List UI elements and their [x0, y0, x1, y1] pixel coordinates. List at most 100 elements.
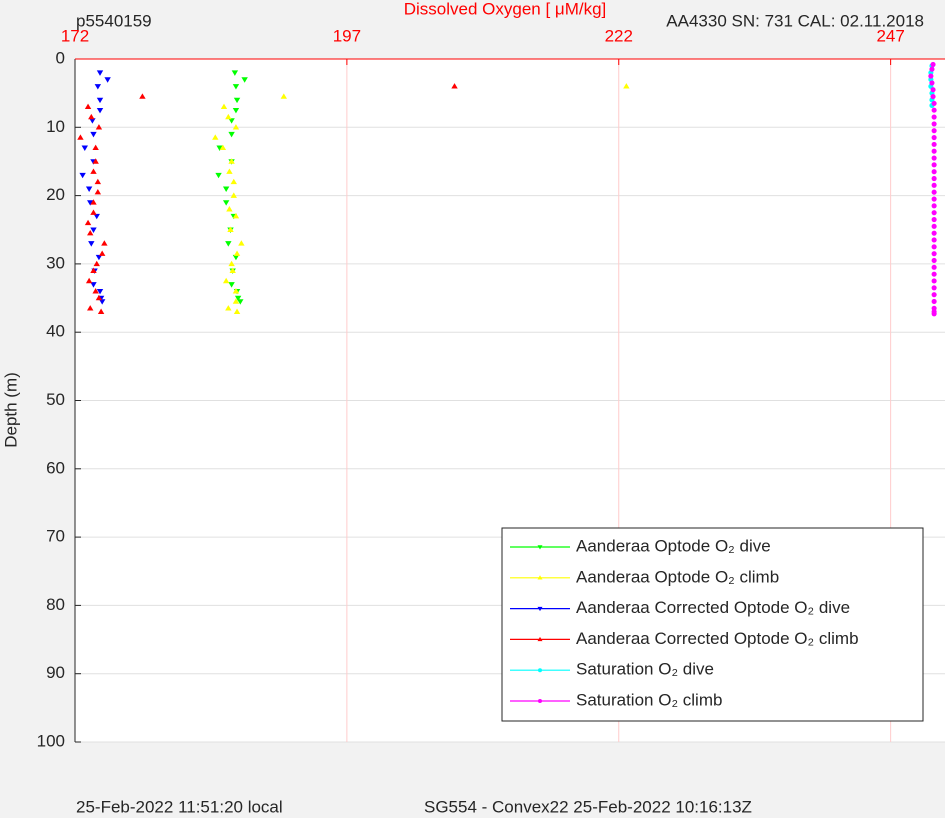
point	[232, 254, 240, 261]
point	[98, 299, 106, 305]
point	[931, 100, 937, 106]
point	[931, 162, 937, 168]
point	[232, 288, 240, 294]
point	[90, 227, 97, 233]
point	[931, 210, 937, 216]
y-tick-label: 100	[37, 731, 65, 750]
point	[219, 144, 227, 151]
y-tick-label: 50	[46, 390, 65, 409]
footer-right: SG554 - Convex22 25-Feb-2022 10:16:13Z	[424, 797, 752, 816]
point	[101, 240, 108, 246]
y-tick-label: 10	[46, 117, 65, 136]
point	[85, 186, 93, 192]
x-tick-label: 222	[605, 26, 633, 45]
point	[87, 229, 94, 236]
point	[77, 134, 84, 140]
point	[212, 134, 219, 140]
y-tick-label: 40	[46, 322, 65, 341]
point	[931, 196, 937, 202]
point	[87, 200, 94, 206]
point	[931, 203, 937, 209]
point	[95, 294, 103, 301]
point	[90, 199, 97, 205]
point	[931, 251, 937, 257]
point	[139, 93, 146, 99]
point	[222, 200, 230, 206]
legend-label: Saturation O₂ dive	[576, 660, 714, 679]
footer-left: 25-Feb-2022 11:51:20 local	[76, 797, 283, 816]
point	[90, 168, 97, 174]
point	[94, 84, 102, 90]
point	[931, 169, 937, 175]
point	[228, 282, 235, 288]
y-tick-label: 80	[46, 595, 65, 614]
point	[88, 241, 95, 247]
point	[929, 66, 935, 72]
point	[930, 87, 936, 93]
point	[220, 103, 228, 110]
point	[928, 73, 934, 79]
legend-marker	[537, 606, 543, 612]
point	[931, 121, 937, 127]
point	[931, 134, 937, 141]
point	[931, 237, 937, 243]
point	[931, 107, 937, 113]
point	[232, 107, 240, 114]
legend-marker	[537, 636, 543, 642]
point	[234, 295, 242, 302]
point	[228, 158, 235, 164]
point	[98, 250, 106, 256]
point	[232, 124, 240, 130]
point	[95, 254, 103, 261]
legend-marker	[537, 575, 543, 580]
point	[90, 209, 97, 215]
point	[929, 80, 935, 86]
point	[931, 148, 937, 154]
legend-label: Saturation O₂ climb	[576, 690, 722, 709]
point	[222, 277, 230, 284]
point	[931, 175, 937, 182]
legend-label: Aanderaa Optode O₂ dive	[576, 536, 771, 555]
point	[230, 178, 237, 185]
point	[931, 311, 937, 317]
point	[931, 257, 937, 264]
y-tick-label: 90	[46, 663, 65, 682]
legend-label: Aanderaa Corrected Optode O₂ climb	[576, 629, 859, 648]
point	[226, 206, 233, 212]
point	[215, 172, 222, 179]
point	[280, 93, 287, 99]
point	[97, 308, 105, 314]
point	[229, 267, 236, 273]
series	[79, 70, 111, 305]
point	[931, 278, 937, 284]
point	[93, 213, 100, 220]
chart-title: Dissolved Oxygen [ μM/kg]	[404, 0, 607, 18]
point	[90, 267, 97, 273]
point	[85, 277, 93, 284]
point	[79, 172, 86, 179]
point	[241, 77, 248, 83]
y-tick-label: 20	[46, 185, 65, 204]
point	[222, 186, 230, 192]
point	[931, 285, 937, 291]
point	[104, 77, 111, 83]
legend-marker	[538, 699, 542, 703]
point	[931, 216, 937, 223]
point	[96, 70, 104, 76]
y-tick-label: 70	[46, 527, 65, 546]
series	[77, 83, 458, 314]
point	[96, 107, 104, 114]
point	[451, 83, 458, 89]
point	[84, 219, 92, 226]
point	[931, 298, 937, 305]
left-label: p5540159	[76, 11, 152, 30]
legend-box	[501, 527, 924, 722]
point	[230, 192, 237, 198]
point	[81, 145, 88, 151]
point	[225, 305, 232, 311]
point	[95, 124, 103, 130]
x-tick-label: 197	[333, 26, 361, 45]
point	[931, 114, 937, 120]
point	[931, 182, 937, 188]
right-label: AA4330 SN: 731 CAL: 02.11.2018	[666, 11, 924, 30]
